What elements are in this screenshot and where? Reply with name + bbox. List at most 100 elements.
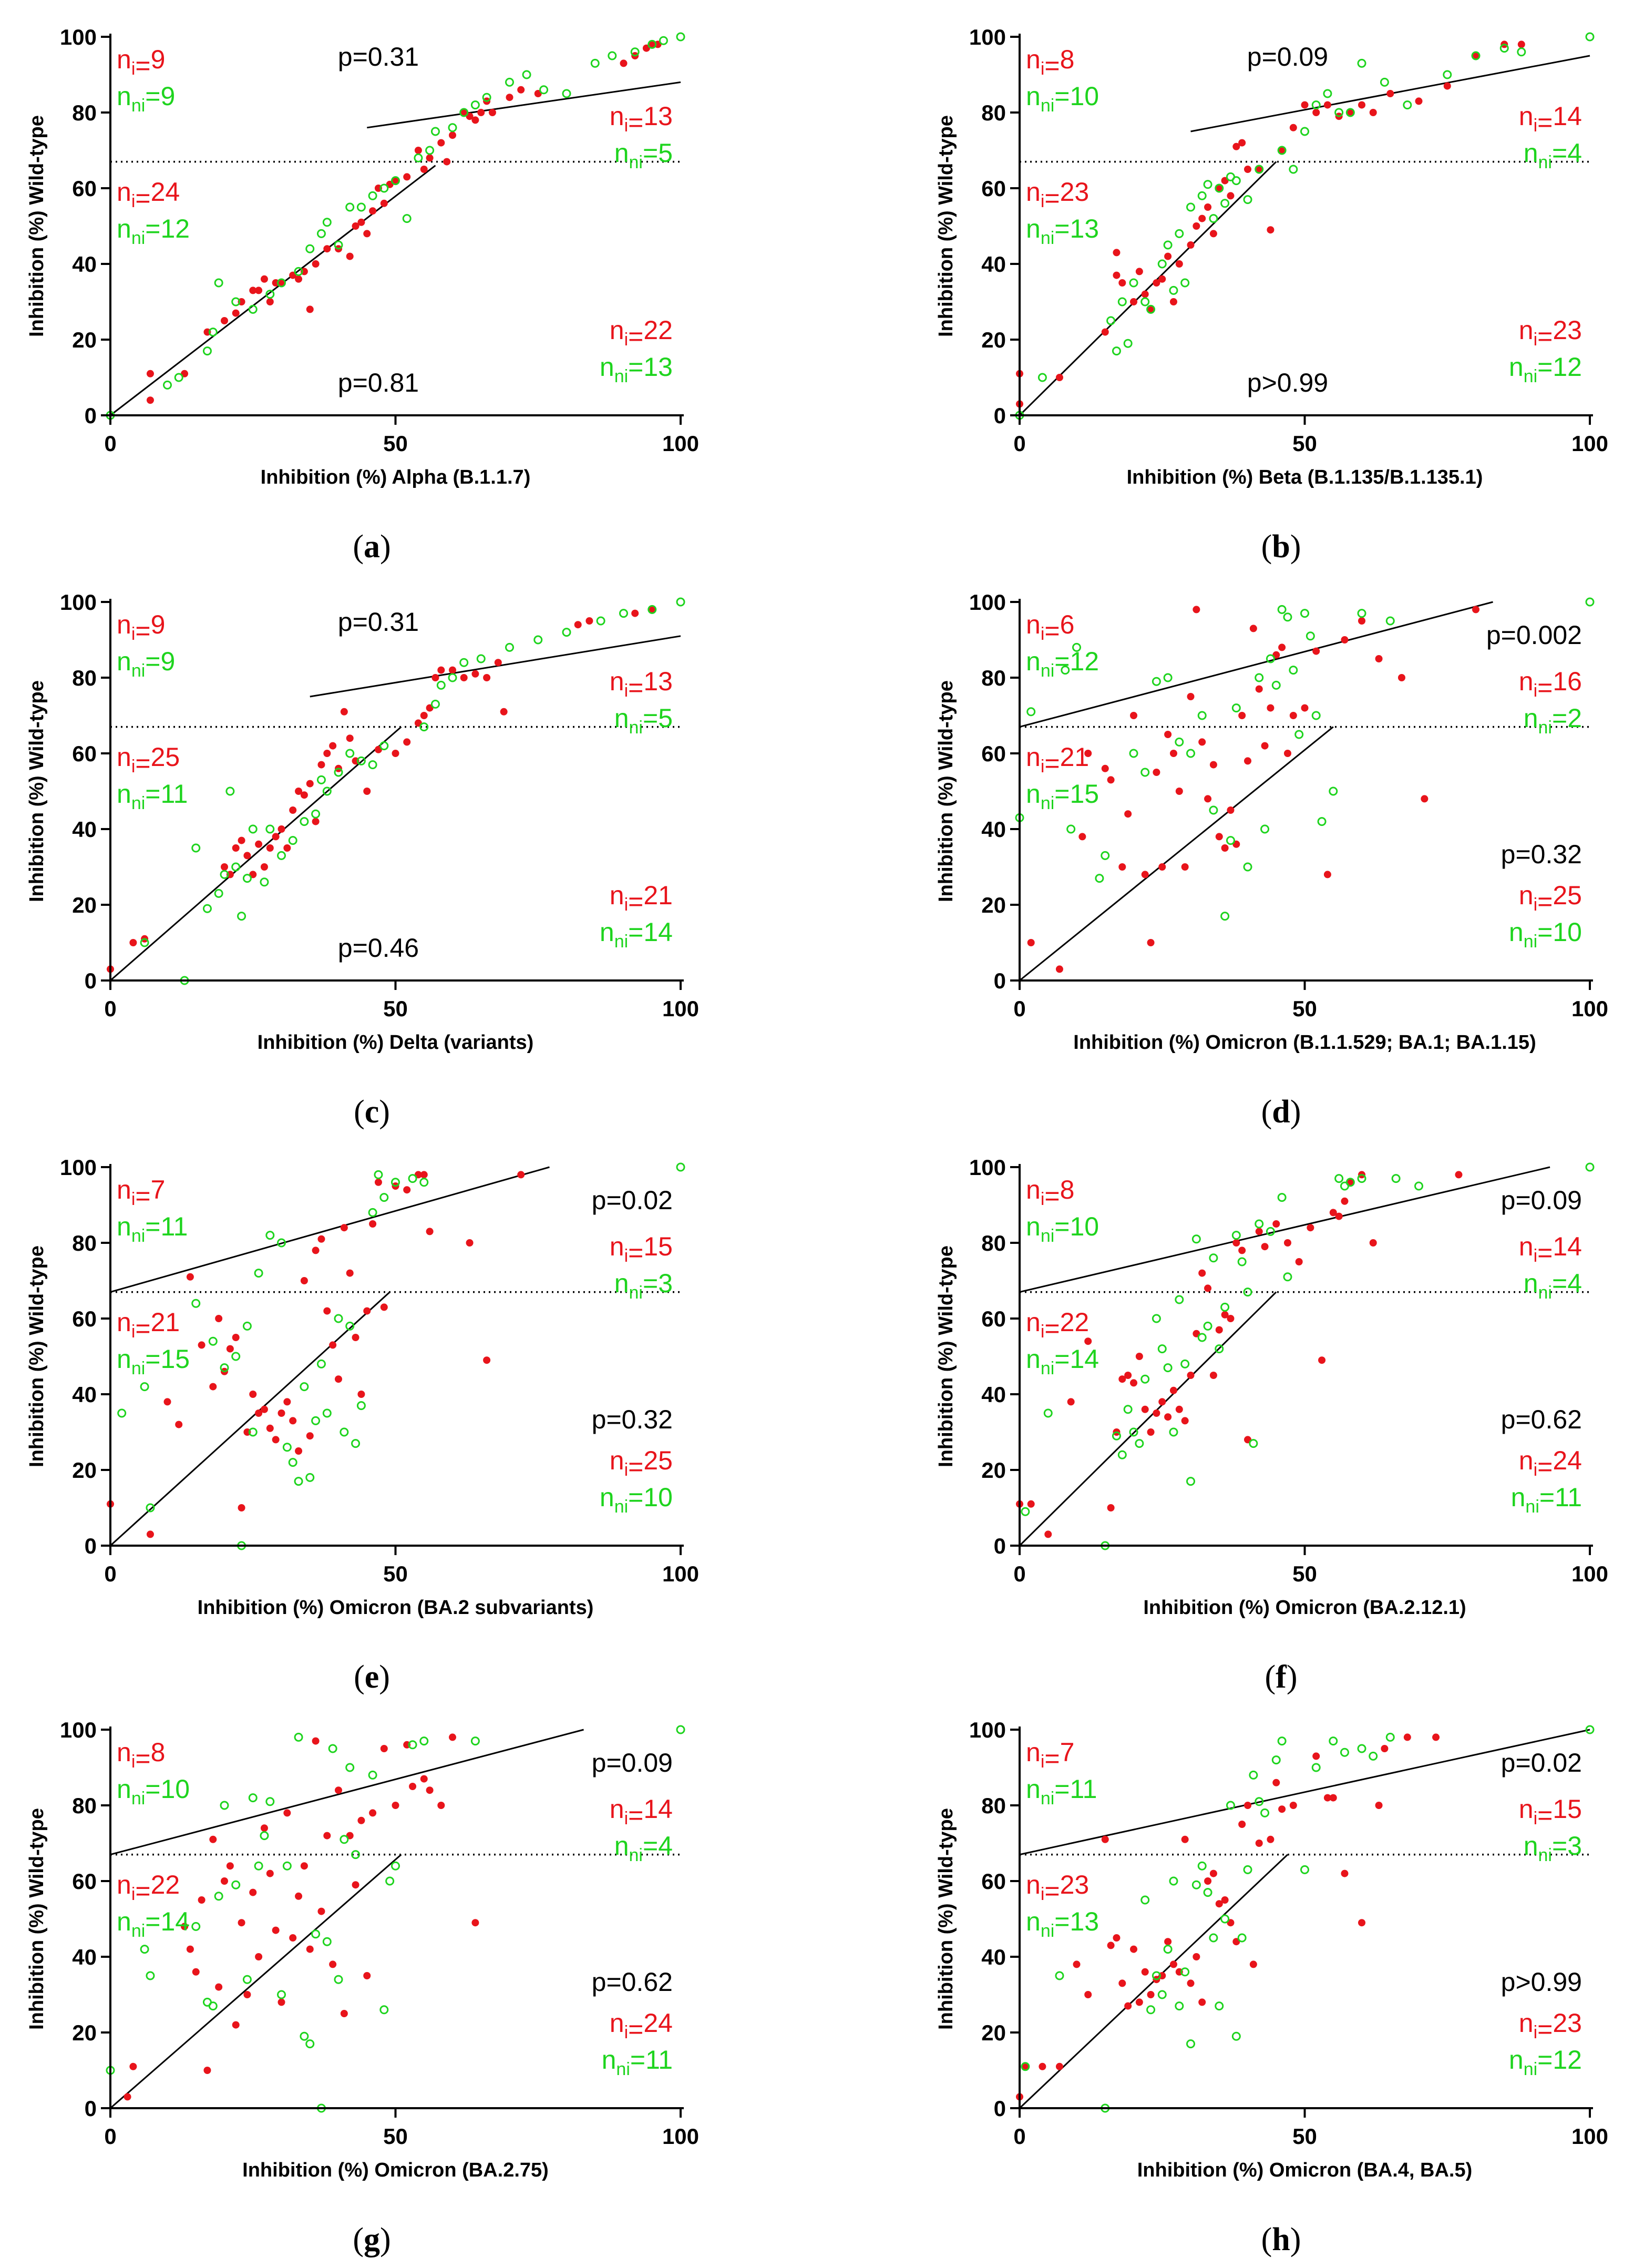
x-axis-label: Inhibition (%) Omicron (BA.4, BA.5) <box>1137 2159 1473 2181</box>
point-non-infected <box>459 658 469 667</box>
point-non-infected <box>1152 1314 1161 1323</box>
point-infected <box>1335 1212 1343 1220</box>
point-infected <box>449 1733 456 1741</box>
count-non-infected-label: nni=9 <box>117 647 175 681</box>
point-non-infected <box>322 786 332 796</box>
point-non-infected <box>334 768 343 777</box>
y-tick-label: 40 <box>981 252 1006 277</box>
point-infected <box>460 109 468 116</box>
point-non-infected <box>1403 100 1412 110</box>
point-non-infected <box>163 380 172 390</box>
point-non-infected <box>1323 89 1332 98</box>
point-infected <box>300 1862 308 1870</box>
count-infected-label: ni=8 <box>1026 45 1074 80</box>
point-non-infected <box>202 346 212 356</box>
chart-panel-b: 0 20 40 60 80 100 0 50 100 Inhibition (%) Beta (B… <box>935 25 1608 565</box>
point-infected <box>1107 776 1115 784</box>
point-infected <box>1238 139 1246 147</box>
point-non-infected <box>1220 1302 1230 1312</box>
y-axis-label: Inhibition (%) Wild-type <box>935 680 957 902</box>
point-non-infected <box>522 70 531 79</box>
y-axis-label: Inhibition (%) Wild-type <box>935 1808 957 2030</box>
point-non-infected <box>1260 824 1270 834</box>
y-tick-label: 20 <box>981 328 1006 352</box>
y-tick-label: 60 <box>72 176 97 201</box>
x-tick-label: 50 <box>383 1561 408 1586</box>
point-infected <box>1421 795 1429 803</box>
point-infected <box>1227 192 1235 200</box>
point-infected <box>289 806 297 814</box>
point-non-infected <box>562 89 571 98</box>
count-non-infected-label: nni=13 <box>1026 1907 1099 1941</box>
point-infected <box>466 1239 474 1247</box>
count-infected-label: ni=14 <box>610 1794 673 1830</box>
count-infected-label: ni=14 <box>1519 101 1582 137</box>
point-infected <box>215 1315 223 1322</box>
p-value-label: p=0.09 <box>592 1748 673 1777</box>
point-non-infected <box>1112 1431 1121 1441</box>
count-infected-label: ni=25 <box>610 1446 673 1482</box>
point-non-infected <box>225 786 235 796</box>
point-infected <box>426 1786 434 1794</box>
x-tick-label: 0 <box>104 996 116 1021</box>
point-non-infected <box>505 77 514 87</box>
x-tick-label: 100 <box>662 431 699 456</box>
point-non-infected <box>1300 1865 1309 1874</box>
regression-line-fit-low <box>109 1291 390 1547</box>
x-tick-label: 0 <box>104 431 116 456</box>
point-non-infected <box>242 1321 252 1331</box>
point-non-infected <box>1283 1272 1292 1282</box>
point-infected <box>1323 871 1331 878</box>
point-non-infected <box>1443 70 1452 79</box>
y-tick-label: 0 <box>994 1534 1006 1558</box>
point-infected <box>443 158 451 166</box>
point-non-infected <box>1140 768 1150 777</box>
x-axis-label: Inhibition (%) Alpha (B.1.1.7) <box>261 466 531 488</box>
point-infected <box>1227 806 1235 814</box>
count-infected-label: ni=6 <box>1026 610 1074 646</box>
point-non-infected <box>300 2031 309 2041</box>
point-infected <box>1187 693 1195 700</box>
point-non-infected <box>1186 2039 1195 2049</box>
point-non-infected <box>1157 259 1167 269</box>
count-non-infected-label: nni=12 <box>1026 647 1099 681</box>
point-infected <box>1107 1942 1115 1949</box>
point-infected <box>272 1436 280 1444</box>
point-non-infected <box>1243 1865 1252 1874</box>
point-infected <box>1175 788 1183 795</box>
y-tick-label: 0 <box>994 2096 1006 2121</box>
x-tick-label: 100 <box>1571 431 1608 456</box>
point-non-infected <box>391 1861 400 1871</box>
x-axis-label: Inhibition (%) Beta (B.1.135/B.1.135.1) <box>1127 466 1483 488</box>
count-non-infected-label: nni=12 <box>1509 352 1582 386</box>
count-infected-label: ni=15 <box>610 1232 673 1268</box>
count-infected-label: ni=22 <box>610 315 673 351</box>
point-infected <box>238 1504 245 1511</box>
point-non-infected <box>1255 165 1264 174</box>
point-infected <box>1198 1269 1206 1277</box>
point-infected <box>363 230 371 238</box>
point-infected <box>1175 1405 1183 1413</box>
point-non-infected <box>220 1801 229 1810</box>
y-tick-label: 40 <box>981 1382 1006 1407</box>
point-non-infected <box>316 775 326 784</box>
point-non-infected <box>345 1763 355 1772</box>
point-infected <box>1084 1991 1092 1998</box>
point-infected <box>1153 769 1160 776</box>
point-non-infected <box>368 1208 377 1217</box>
point-infected <box>357 218 365 226</box>
point-non-infected <box>1357 609 1366 618</box>
point-non-infected <box>676 32 685 42</box>
point-non-infected <box>351 1850 361 1860</box>
count-infected-label: ni=25 <box>1519 881 1582 916</box>
point-non-infected <box>430 699 440 709</box>
point-non-infected <box>237 912 246 921</box>
point-non-infected <box>208 328 218 337</box>
point-infected <box>420 1171 428 1179</box>
point-infected <box>1215 185 1223 192</box>
point-infected <box>1124 810 1132 818</box>
y-axis-label: Inhibition (%) Wild-type <box>935 1245 957 1467</box>
regression-line-fit-low <box>1019 161 1277 416</box>
point-non-infected <box>1266 1227 1275 1236</box>
chart-panel-c: 0 20 40 60 80 100 0 50 100 Inhibition (%) Delta (… <box>26 590 699 1130</box>
